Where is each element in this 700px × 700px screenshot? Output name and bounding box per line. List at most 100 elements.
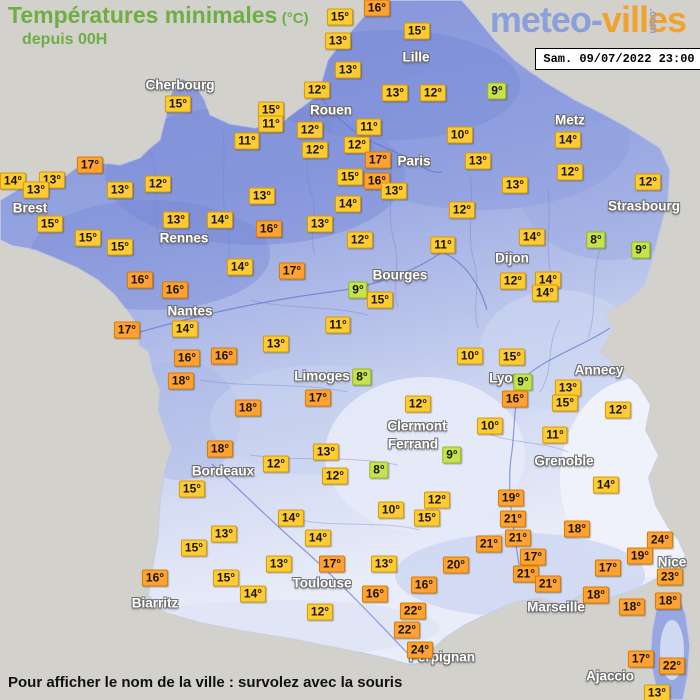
temp-label[interactable]: 15° [212, 569, 240, 587]
temp-label[interactable]: 11° [325, 316, 351, 334]
temp-label[interactable]: 20° [442, 556, 470, 574]
temp-label[interactable]: 14° [534, 271, 562, 289]
temp-label[interactable]: 14° [334, 195, 362, 213]
temp-label[interactable]: 21° [504, 529, 532, 547]
temp-label[interactable]: 14° [554, 131, 582, 149]
temp-label[interactable]: 13° [324, 32, 352, 50]
temp-label[interactable]: 16° [141, 569, 169, 587]
temp-label[interactable]: 18° [206, 440, 234, 458]
temp-label[interactable]: 12° [306, 603, 334, 621]
temp-label[interactable]: 12° [556, 163, 584, 181]
temp-label[interactable]: 12° [604, 401, 632, 419]
temp-label[interactable]: 15° [413, 509, 441, 527]
temp-label[interactable]: 22° [393, 621, 421, 639]
temp-label[interactable]: 15° [178, 480, 206, 498]
temp-label[interactable]: 15° [74, 229, 102, 247]
temp-label[interactable]: 21° [512, 565, 540, 583]
temp-label[interactable]: 21° [475, 535, 503, 553]
temp-label[interactable]: 23° [656, 568, 684, 586]
temp-label[interactable]: 13° [554, 379, 582, 397]
temp-label[interactable]: 9° [631, 241, 651, 259]
temp-label[interactable]: 17° [76, 156, 104, 174]
temp-label[interactable]: 13° [306, 215, 334, 233]
temp-label[interactable]: 13° [106, 181, 134, 199]
meteo-villes-logo[interactable]: meteo-villes .com [490, 0, 687, 40]
temp-label[interactable]: 13° [248, 187, 276, 205]
temp-label[interactable]: 12° [321, 467, 349, 485]
temp-label[interactable]: 14° [277, 509, 305, 527]
temp-label[interactable]: 13° [162, 211, 190, 229]
temp-label[interactable]: 15° [336, 168, 364, 186]
temp-label[interactable]: 24° [646, 531, 674, 549]
temp-label[interactable]: 14° [531, 284, 559, 302]
temp-label[interactable]: 13° [381, 84, 409, 102]
temp-label[interactable]: 12° [343, 136, 371, 154]
temp-label[interactable]: 22° [658, 657, 686, 675]
temp-label[interactable]: 16° [255, 220, 283, 238]
temp-label[interactable]: 14° [592, 476, 620, 494]
temp-label[interactable]: 13° [380, 182, 408, 200]
temp-label[interactable]: 11° [430, 236, 456, 254]
temp-label[interactable]: 15° [498, 348, 526, 366]
temp-label[interactable]: 18° [234, 399, 262, 417]
temp-label[interactable]: 16° [210, 347, 238, 365]
temp-label[interactable]: 13° [312, 443, 340, 461]
temp-label[interactable]: 15° [257, 101, 285, 119]
temp-label[interactable]: 14° [171, 320, 199, 338]
temp-label[interactable]: 16° [161, 281, 189, 299]
temp-label[interactable]: 10° [476, 417, 504, 435]
temp-label[interactable]: 18° [167, 372, 195, 390]
temp-label[interactable]: 14° [206, 211, 234, 229]
temp-label[interactable]: 9° [513, 373, 533, 391]
temp-label[interactable]: 19° [497, 489, 525, 507]
temp-label[interactable]: 15° [551, 394, 579, 412]
temp-label[interactable]: 13° [643, 684, 671, 700]
temp-label[interactable]: 17° [627, 650, 655, 668]
temp-label[interactable]: 15° [36, 215, 64, 233]
temp-label[interactable]: 17° [113, 321, 141, 339]
temp-label[interactable]: 8° [369, 461, 389, 479]
temp-label[interactable]: 17° [594, 559, 622, 577]
temp-label[interactable]: 13° [370, 555, 398, 573]
temp-label[interactable]: 12° [296, 121, 324, 139]
temp-label[interactable]: 17° [364, 151, 392, 169]
temp-label[interactable]: 24° [406, 641, 434, 659]
temp-label[interactable]: 16° [363, 0, 391, 17]
temp-label[interactable]: 12° [499, 272, 527, 290]
temp-label[interactable]: 9° [442, 446, 462, 464]
temp-label[interactable]: 16° [410, 576, 438, 594]
temp-label[interactable]: 12° [303, 81, 331, 99]
temp-label[interactable]: 13° [501, 176, 529, 194]
temp-label[interactable]: 17° [318, 555, 346, 573]
temp-label[interactable]: 12° [419, 84, 447, 102]
temp-label[interactable]: 13° [22, 181, 50, 199]
temp-label[interactable]: 16° [361, 585, 389, 603]
temp-label[interactable]: 12° [301, 141, 329, 159]
temp-label[interactable]: 12° [404, 395, 432, 413]
temp-label[interactable]: 12° [634, 173, 662, 191]
temp-label[interactable]: 15° [106, 238, 134, 256]
temp-label[interactable]: 14° [304, 529, 332, 547]
temp-label[interactable]: 8° [352, 368, 372, 386]
temp-label[interactable]: 8° [586, 231, 606, 249]
temp-label[interactable]: 9° [487, 82, 507, 100]
temp-label[interactable]: 13° [262, 335, 290, 353]
temp-label[interactable]: 12° [346, 231, 374, 249]
temp-label[interactable]: 21° [534, 575, 562, 593]
temp-label[interactable]: 12° [448, 201, 476, 219]
temp-label[interactable]: 17° [304, 389, 332, 407]
temp-label[interactable]: 14° [226, 258, 254, 276]
temp-label[interactable]: 9° [348, 281, 368, 299]
temp-label[interactable]: 15° [164, 95, 192, 113]
temp-label[interactable]: 15° [180, 539, 208, 557]
temp-label[interactable]: 22° [399, 602, 427, 620]
temp-label[interactable]: 13° [334, 61, 362, 79]
temp-label[interactable]: 17° [519, 548, 547, 566]
temp-label[interactable]: 15° [403, 22, 431, 40]
temp-label[interactable]: 14° [239, 585, 267, 603]
temp-label[interactable]: 18° [563, 520, 591, 538]
temp-label[interactable]: 13° [464, 152, 492, 170]
temp-label[interactable]: 11° [542, 426, 568, 444]
temp-label[interactable]: 12° [262, 455, 290, 473]
